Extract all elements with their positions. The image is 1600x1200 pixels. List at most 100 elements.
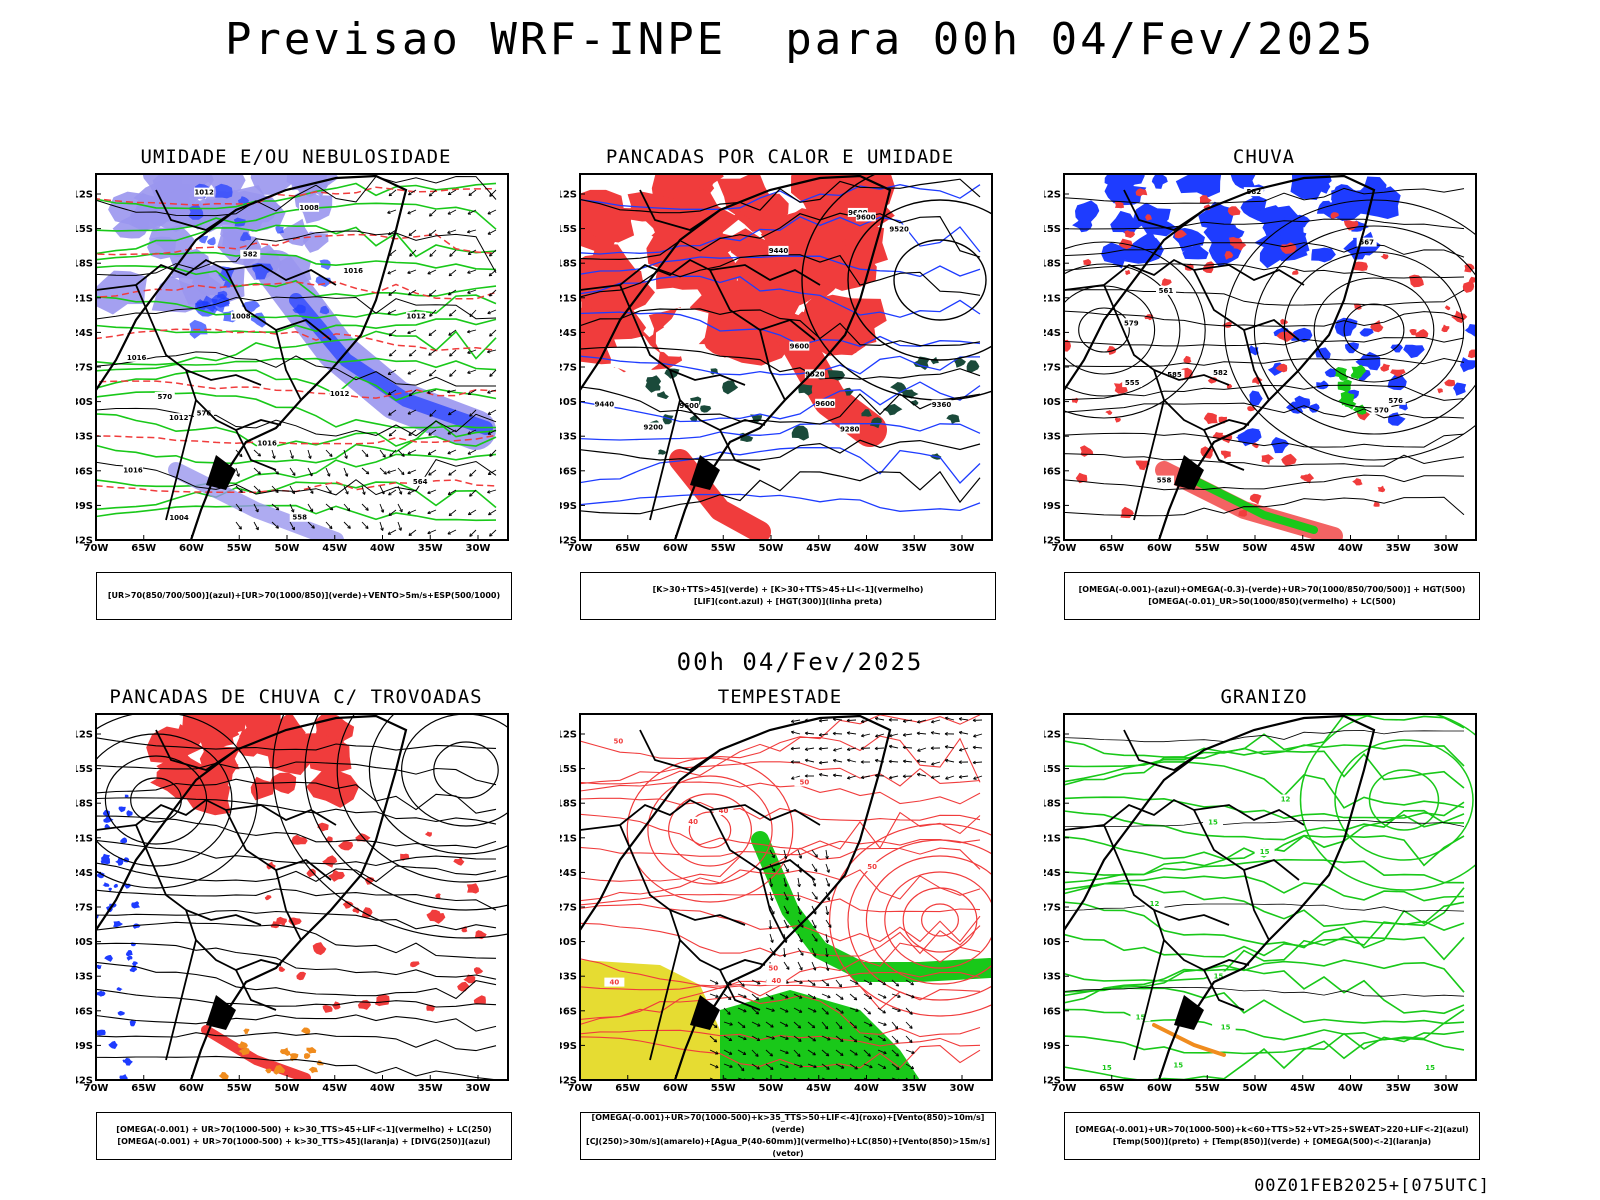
wind-vector (429, 409, 437, 417)
wind-vector-head (827, 994, 831, 999)
field-patch (1337, 379, 1352, 393)
wind-vector (849, 993, 858, 1001)
wind-vector (469, 469, 477, 477)
wind-vector-head (826, 1066, 830, 1070)
field-patch (1292, 269, 1299, 275)
wind-vector (343, 467, 348, 477)
wind-vector-head (380, 527, 384, 531)
wind-vector-head (275, 506, 280, 511)
contour-line (96, 230, 497, 276)
field-patch (113, 920, 123, 928)
wind-vector (779, 1021, 789, 1027)
wind-vector (889, 733, 899, 737)
wind-vector-head (308, 455, 312, 459)
contour-label: 561 (1159, 287, 1174, 295)
contour-line (580, 781, 981, 805)
field-patch (123, 1057, 133, 1066)
contour-line (580, 439, 981, 461)
wind-vector-head (973, 734, 977, 738)
wind-vector (903, 719, 913, 722)
lake-shape (690, 995, 720, 1030)
wind-vector-head (818, 733, 823, 737)
wind-vector-head (882, 1037, 886, 1042)
contour-line (96, 224, 497, 258)
wind-vector-head (804, 731, 809, 736)
contour-label-bg (1164, 369, 1185, 379)
wind-vector-head (883, 1022, 887, 1026)
wind-vector (408, 189, 417, 196)
wind-vector (811, 919, 817, 929)
wind-vector-head (770, 939, 774, 943)
contour-line (1064, 744, 1465, 768)
wind-vector-head (408, 291, 412, 296)
field-patch (1161, 278, 1172, 286)
contour-line (96, 296, 497, 320)
wind-vector-head (813, 1064, 817, 1069)
lon-tick-label: 35W (418, 1083, 443, 1094)
lat-tick-label: 33S (1044, 432, 1061, 443)
contour-label: 579 (1124, 319, 1139, 327)
contour-label-bg (1254, 847, 1275, 857)
wind-vector-head (883, 1050, 887, 1055)
field-patch (117, 1010, 125, 1016)
field-patch (410, 961, 420, 968)
lat-tick-label: 24S (1044, 868, 1061, 879)
wind-vector-head (447, 191, 452, 196)
contour-ring (847, 199, 992, 361)
wind-vector-head (408, 232, 413, 237)
wind-vector (825, 961, 829, 971)
contour-label: 9200 (644, 424, 664, 432)
contour-line (1064, 834, 1465, 876)
wind-vector-head (769, 883, 774, 888)
wind-vector (905, 1077, 910, 1080)
field-patch (1351, 364, 1367, 378)
wind-vector-head (742, 1051, 747, 1055)
contour-line (96, 758, 497, 786)
field-patch (342, 900, 354, 909)
wind-vector (427, 509, 437, 514)
contour-label-bg (1168, 1060, 1189, 1070)
field-patch (108, 887, 112, 891)
wind-vector-head (311, 525, 315, 529)
lat-tick-label: 18S (560, 799, 577, 810)
lat-tick-label: 30S (560, 937, 577, 948)
wind-vector-head (344, 455, 348, 459)
wind-vector (271, 449, 276, 459)
wind-vector-head (828, 924, 832, 928)
wind-vector (835, 1007, 844, 1014)
field-patch (466, 883, 479, 894)
contour-label-bg (679, 400, 700, 410)
wind-vector-head (489, 373, 493, 377)
contour-line (1064, 858, 1465, 884)
lon-tick-label: 50W (759, 1083, 784, 1094)
contour-label-bg (1210, 368, 1231, 378)
contour-label: 558 (292, 514, 307, 522)
wind-vector (779, 1063, 789, 1068)
wind-vector (289, 521, 295, 531)
field-patch (238, 196, 249, 204)
wind-vector-head (427, 451, 432, 455)
contour-line (1064, 474, 1465, 491)
country-border (155, 189, 237, 231)
wind-vector (833, 718, 843, 721)
wind-vector-head (888, 759, 892, 764)
lon-tick-label: 70W (568, 543, 593, 554)
wind-vector (489, 189, 497, 197)
map-layers: 40 50 40 50 40 50 40 50 (580, 714, 992, 1080)
field-band (1152, 1023, 1226, 1057)
lat-tick-label: 42S (560, 1076, 577, 1087)
wind-vector (959, 747, 969, 751)
wind-vector (945, 759, 955, 763)
wind-vector-head (902, 774, 906, 779)
field-patch (463, 974, 476, 984)
field-patch (1249, 390, 1263, 406)
lat-tick-label: 18S (76, 799, 93, 810)
wind-vector-head (812, 982, 816, 986)
wind-vector-head (257, 471, 261, 475)
wind-vector (379, 467, 387, 475)
contour-label-bg (768, 245, 789, 255)
field-patch (124, 794, 129, 798)
wind-vector-head (840, 1010, 844, 1014)
